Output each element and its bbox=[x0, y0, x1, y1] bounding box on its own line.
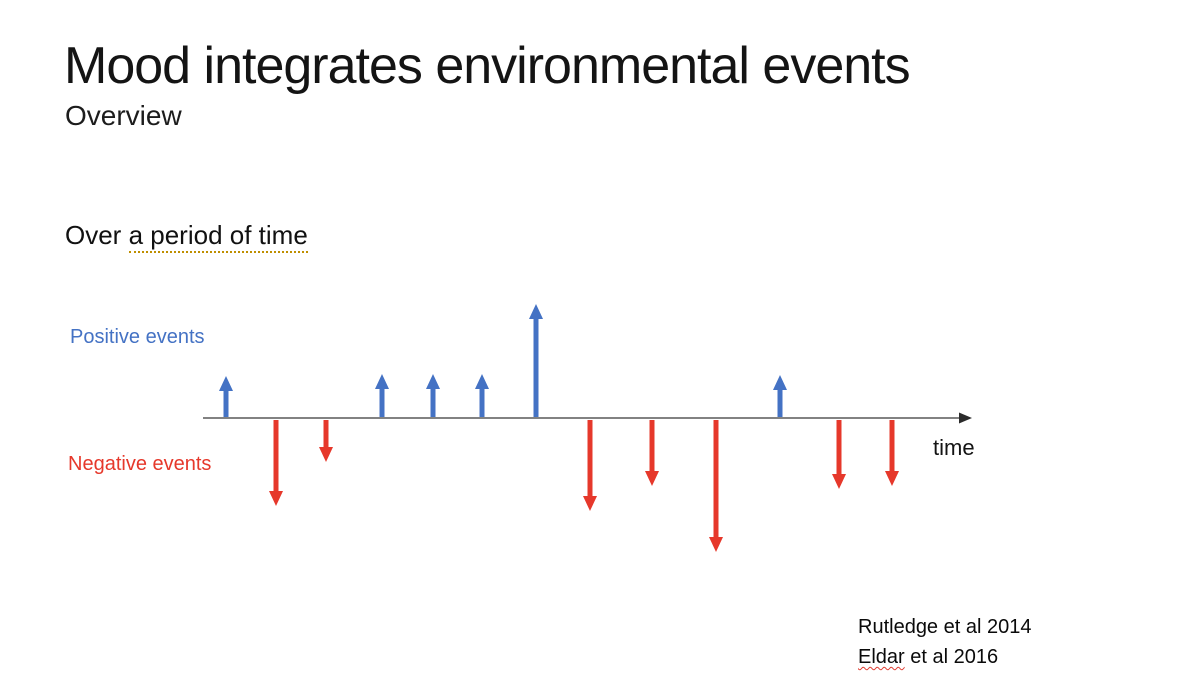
negative-event-arrow-head bbox=[319, 447, 333, 462]
citations: Rutledge et al 2014 Eldar et al 2016 bbox=[858, 612, 1031, 672]
positive-event-arrow-head bbox=[219, 376, 233, 391]
negative-event-arrow-head bbox=[645, 471, 659, 486]
time-axis-label: time bbox=[933, 435, 975, 460]
positive-event-arrow-head bbox=[375, 374, 389, 389]
negative-event-arrow-head bbox=[583, 496, 597, 511]
positive-event-arrow-head bbox=[426, 374, 440, 389]
slide-subtitle: Overview bbox=[65, 100, 182, 131]
citation-line-1: Rutledge et al 2014 bbox=[858, 616, 1032, 638]
negative-events-label: Negative events bbox=[68, 453, 212, 475]
positive-event-arrow-head bbox=[475, 374, 489, 389]
citation-line-2: Eldar et al 2016 bbox=[858, 642, 1031, 672]
positive-event-arrow-head bbox=[773, 375, 787, 390]
time-axis-arrowhead bbox=[959, 412, 972, 424]
body-text-proofed-phrase: a period of time bbox=[128, 220, 308, 253]
positive-events-label: Positive events bbox=[70, 326, 205, 348]
positive-event-arrow-head bbox=[529, 304, 543, 319]
negative-event-arrow-head bbox=[885, 471, 899, 486]
body-text: Over a period of time bbox=[65, 220, 308, 253]
negative-event-arrow-head bbox=[269, 491, 283, 506]
citation-misspelled-word: Eldar bbox=[858, 646, 905, 668]
negative-event-arrow-head bbox=[832, 474, 846, 489]
body-text-prefix: Over bbox=[65, 220, 129, 250]
citation-line-2-rest: et al 2016 bbox=[904, 646, 999, 668]
negative-event-arrow-head bbox=[709, 537, 723, 552]
slide-title: Mood integrates environmental events bbox=[64, 37, 911, 95]
